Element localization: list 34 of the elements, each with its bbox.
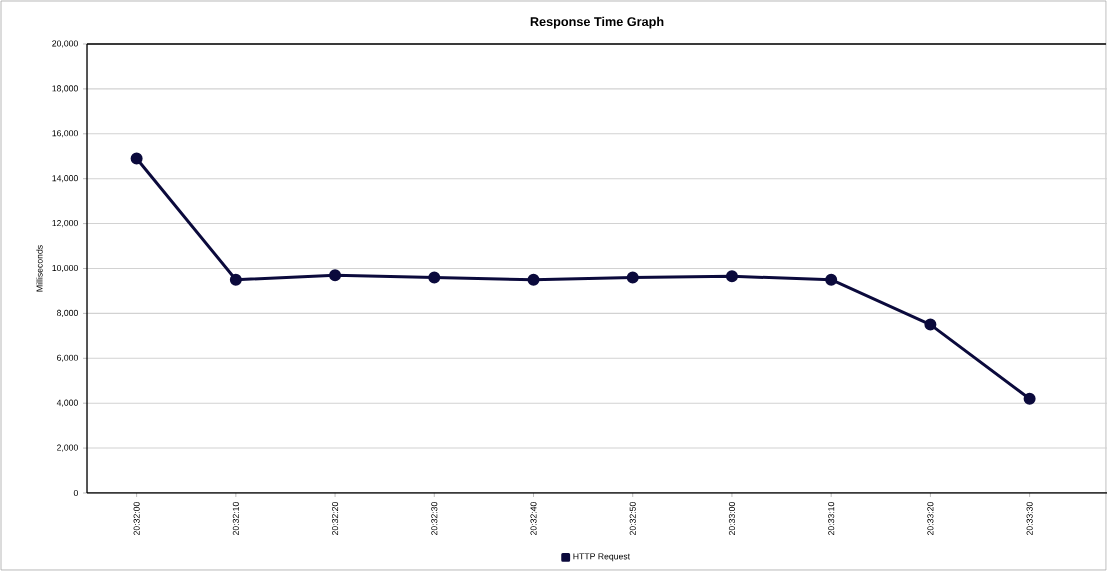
x-tick-label: 20:32:20 — [332, 502, 339, 535]
legend-label: HTTP Request — [573, 553, 631, 562]
x-tick-label: 20:32:10 — [232, 502, 239, 535]
y-tick-label: 10,000 — [52, 264, 78, 273]
y-tick-label: 14,000 — [52, 175, 78, 183]
point — [229, 273, 242, 286]
point — [428, 271, 441, 284]
y-tick-label: 18,000 — [52, 85, 78, 93]
x-tick-label: 20:32:30 — [431, 502, 438, 535]
point — [725, 270, 738, 283]
y-tick-label: 8,000 — [56, 309, 78, 317]
point — [626, 271, 639, 284]
point — [924, 318, 937, 331]
point — [527, 273, 540, 286]
y-tick-label: 4,000 — [56, 399, 78, 407]
x-tick-label: 20:32:00 — [133, 502, 140, 535]
y-tick-label: 16,000 — [52, 130, 78, 138]
x-tick-label: 20:33:30 — [1026, 502, 1033, 535]
y-tick-label: 12,000 — [52, 220, 78, 228]
y-axis-title: Milliseconds — [36, 245, 43, 292]
point — [130, 152, 143, 165]
x-tick-label: 20:32:50 — [629, 502, 636, 535]
y-tick-label: 2,000 — [57, 444, 78, 452]
x-tick-label: 20:33:00 — [728, 502, 736, 535]
y-tick-label: 20,000 — [52, 40, 78, 48]
chart-title: Response Time Graph — [530, 16, 664, 29]
y-tick-label: 0 — [73, 489, 78, 497]
x-tick-label: 20:33:10 — [828, 502, 835, 535]
x-tick-label: 20:33:20 — [927, 502, 934, 535]
point — [825, 273, 838, 286]
point — [1023, 392, 1036, 405]
x-tick-label: 20:32:40 — [530, 502, 537, 535]
y-tick-label: 6,000 — [57, 354, 78, 362]
point — [329, 269, 342, 282]
